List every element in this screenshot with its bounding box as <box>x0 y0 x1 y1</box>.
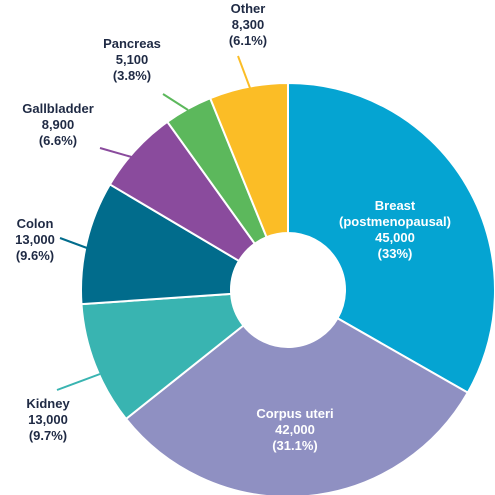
slice-label: Breast (postmenopausal) 45,000 (33%) <box>339 198 451 262</box>
label-text: Other <box>230 1 266 16</box>
label-text: (31.1%) <box>272 438 318 453</box>
label-text: (3.8%) <box>112 68 152 83</box>
leader-line <box>99 147 136 159</box>
slice <box>124 316 470 495</box>
label-text: (33%) <box>377 246 413 261</box>
label-text: Pancreas <box>103 36 161 51</box>
leader-line <box>162 93 189 111</box>
label-text: 42,000 <box>275 422 315 437</box>
label-text: Kidney <box>26 396 70 411</box>
label-text: Breast (postmenopausal) <box>339 198 451 229</box>
slice-label: Other 8,300 (6.1%) <box>229 1 267 49</box>
slice <box>80 183 241 306</box>
label-text: (9.7%) <box>28 428 68 443</box>
label-text: 13,000 <box>15 232 55 247</box>
slice-label: Pancreas 5,100 (3.8%) <box>103 36 161 84</box>
leader-line <box>56 373 101 391</box>
label-text: 45,000 <box>375 230 415 245</box>
label-text: Gallbladder <box>22 101 94 116</box>
label-text: (9.6%) <box>15 248 55 263</box>
label-text: 13,000 <box>28 412 68 427</box>
label-text: Colon <box>16 216 54 231</box>
slice <box>287 81 495 395</box>
label-text: (6.6%) <box>38 133 78 148</box>
slice <box>80 292 245 421</box>
label-text: (6.1%) <box>228 33 268 48</box>
label-text: 8,300 <box>231 17 265 32</box>
leader-line <box>237 55 251 89</box>
label-text: 5,100 <box>115 52 149 67</box>
slice-label: Gallbladder 8,900 (6.6%) <box>22 101 94 149</box>
label-text: Corpus uteri <box>256 406 334 421</box>
slice-label: Kidney 13,000 (9.7%) <box>26 396 69 444</box>
label-text: 8,900 <box>41 117 75 132</box>
slice <box>208 81 289 239</box>
slice-label: Colon 13,000 (9.6%) <box>15 216 55 264</box>
slice-label: Corpus uteri 42,000 (31.1%) <box>256 406 333 454</box>
leader-line <box>59 237 88 249</box>
